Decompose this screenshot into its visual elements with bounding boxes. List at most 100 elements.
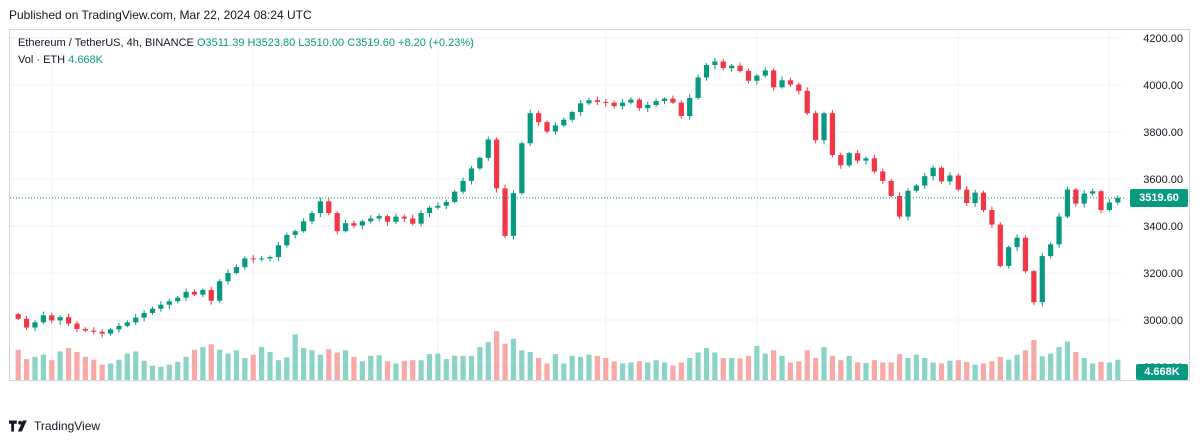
volume-bar: [896, 354, 903, 380]
volume-bar: [888, 362, 894, 380]
y-tick-label: 3000.00: [1143, 315, 1183, 327]
volume-bar: [771, 350, 777, 380]
candle-body: [703, 65, 710, 78]
candle-body: [65, 317, 72, 324]
volume-bar: [972, 364, 978, 380]
y-tick-label: 3600.00: [1143, 174, 1183, 186]
candle-body: [653, 100, 659, 105]
volume-bar: [980, 363, 987, 380]
candle-body: [284, 234, 290, 246]
candle-body: [57, 317, 63, 321]
candle-body: [217, 281, 223, 301]
volume-bar: [401, 360, 407, 380]
volume-bar: [720, 358, 726, 380]
volume-bar: [242, 358, 248, 380]
volume-bar: [393, 363, 399, 380]
candle-body: [233, 267, 240, 273]
published-info: Published on TradingView.com, Mar 22, 20…: [9, 8, 312, 22]
volume-bar: [1039, 356, 1045, 380]
volume-bar: [997, 356, 1003, 380]
volume-bar: [527, 351, 533, 380]
candle-body: [997, 224, 1003, 266]
candle-body: [913, 185, 919, 191]
chart-legend: Ethereum / TetherUS, 4h, BINANCE O3511.3…: [18, 35, 474, 69]
candle-body: [611, 102, 617, 107]
volume-bar: [141, 360, 147, 380]
volume-bar: [284, 357, 290, 380]
volume-bar: [334, 352, 340, 380]
volume-bar: [435, 353, 441, 380]
volume-bar: [233, 350, 240, 380]
volume-bar: [368, 355, 374, 380]
volume-bar: [1022, 350, 1029, 380]
candle-body: [82, 328, 88, 331]
candle-body: [536, 113, 542, 123]
y-tick-label: 4000.00: [1143, 80, 1183, 92]
volume-bar: [594, 355, 600, 380]
volume-bar: [905, 358, 911, 380]
volume-bar: [183, 356, 189, 380]
volume-bar: [1064, 341, 1071, 380]
candle-body: [628, 99, 634, 103]
volume-bar: [23, 359, 30, 380]
candle-body: [636, 99, 642, 109]
volume-bar: [40, 354, 46, 380]
volume-bar: [502, 343, 508, 380]
candle-body: [502, 188, 508, 236]
legend-volume-label[interactable]: Vol · ETH: [18, 54, 66, 66]
volume-bar: [116, 359, 122, 380]
volume-bar: [99, 364, 105, 380]
candle-body: [309, 213, 315, 222]
candle-body: [854, 153, 861, 161]
candle-body: [905, 190, 911, 217]
candle-body: [183, 291, 189, 298]
candle-body: [972, 192, 978, 203]
volume-bar: [854, 362, 861, 380]
footer: TradingView: [9, 417, 100, 435]
candle-body: [619, 102, 626, 107]
candle-body: [191, 291, 198, 295]
volume-bar: [787, 362, 794, 380]
candle-body: [435, 205, 441, 208]
footer-brand[interactable]: TradingView: [34, 419, 101, 433]
volume-bar: [687, 358, 693, 380]
volume-bar: [82, 356, 88, 380]
legend-symbol[interactable]: Ethereum / TetherUS, 4h, BINANCE: [18, 37, 194, 49]
candle-body: [393, 216, 399, 222]
y-tick-label: 4200.00: [1143, 33, 1183, 45]
candle-body: [880, 171, 886, 181]
candle-body: [275, 245, 282, 258]
candle-body: [1081, 193, 1087, 204]
volume-bar: [938, 363, 945, 380]
volume-bar: [838, 360, 844, 380]
volume-bar: [552, 354, 559, 380]
candle-body: [846, 153, 852, 166]
volume-bar: [49, 360, 55, 380]
volume-bar: [418, 360, 424, 380]
volume-bar: [510, 338, 517, 380]
candle-body: [561, 119, 567, 126]
candlestick-chart[interactable]: 4200.00 4000.00 3800.00 3600.00 3400.00 3200.…: [10, 30, 1191, 382]
volume-bar: [863, 362, 869, 380]
volume-bar: [1006, 359, 1012, 380]
candle-body: [242, 258, 248, 268]
candle-body: [158, 304, 164, 309]
candle-body: [754, 75, 760, 81]
volume-bar: [1098, 361, 1104, 380]
candle-body: [896, 195, 903, 217]
candle-body: [586, 100, 592, 104]
candle-body: [1014, 237, 1020, 248]
candle-body: [1064, 189, 1071, 217]
candle-body: [149, 308, 156, 313]
candle-body: [116, 325, 122, 330]
candle-body: [980, 192, 987, 211]
volume-bar: [359, 361, 365, 380]
candle-body: [888, 180, 894, 196]
candle-body: [74, 323, 80, 329]
volume-bar: [880, 362, 886, 380]
volume-bar: [661, 362, 668, 380]
candle-body: [15, 314, 21, 319]
volume-bar: [754, 345, 760, 380]
candle-body: [468, 168, 475, 181]
candle-body: [544, 122, 550, 132]
